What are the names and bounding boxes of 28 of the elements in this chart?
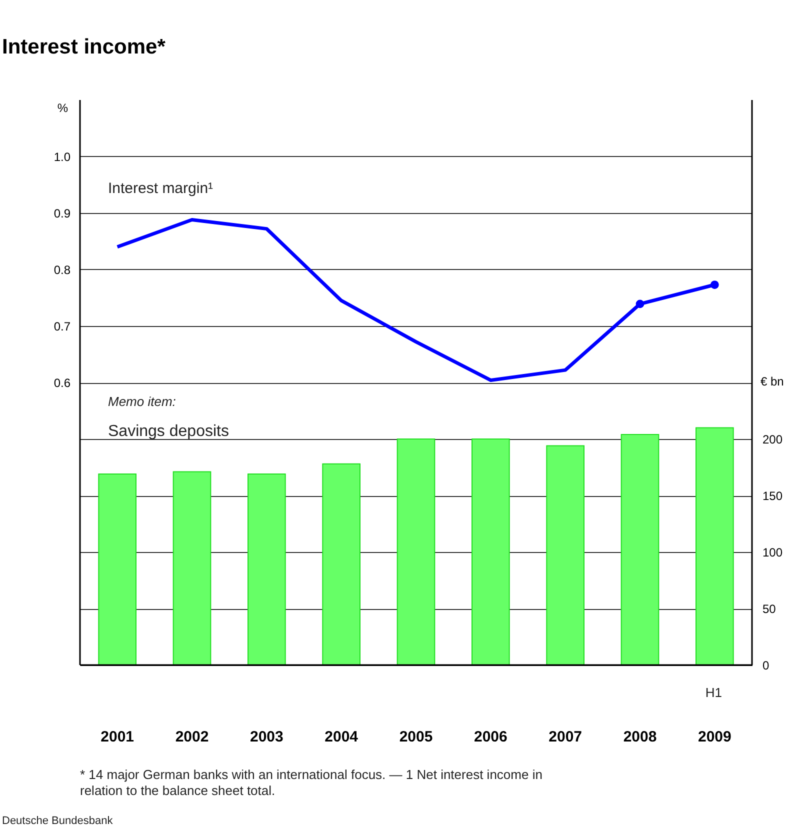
y-axis-title: % [57,101,68,115]
y-tick-label: 0.8 [54,263,71,277]
series-label: Interest margin¹ [108,180,214,197]
y2-tick-label: 150 [762,489,783,503]
x-tick-label: 2006 [474,728,508,746]
y-tick-label: 0.9 [54,206,71,220]
y-tick-label: 0.6 [54,376,71,390]
x-tick-label: 2008 [623,728,657,746]
x-tick-label: 2007 [548,728,582,746]
y2-tick-label: 0 [762,658,770,672]
text: Deutsche Bundesbank [2,815,114,826]
x-tick-label: 2002 [175,728,209,746]
x-tick-label: 2004 [324,728,359,746]
y-tick-label: 0.7 [54,320,71,334]
y-tick-label: 1.0 [54,150,71,164]
x-tick-label: 2005 [399,728,433,746]
x-tick-label: 2001 [100,728,134,746]
y2-tick-label: 100 [762,546,783,560]
chart-title: Interest income* [2,35,166,58]
text: Savings deposits [108,423,229,440]
annotation: Memo item: [108,394,176,409]
text: H1 [705,685,722,700]
y2-axis-title: € bn [760,374,784,388]
x-tick-label: 2003 [250,728,284,746]
text: * 14 major German banks with an international focus. — 1 Net interest income in relation to the balance sheet total. [80,767,542,798]
x-tick-label: 2009 [698,728,732,746]
y2-tick-label: 50 [762,602,776,616]
y2-tick-label: 200 [762,432,783,446]
